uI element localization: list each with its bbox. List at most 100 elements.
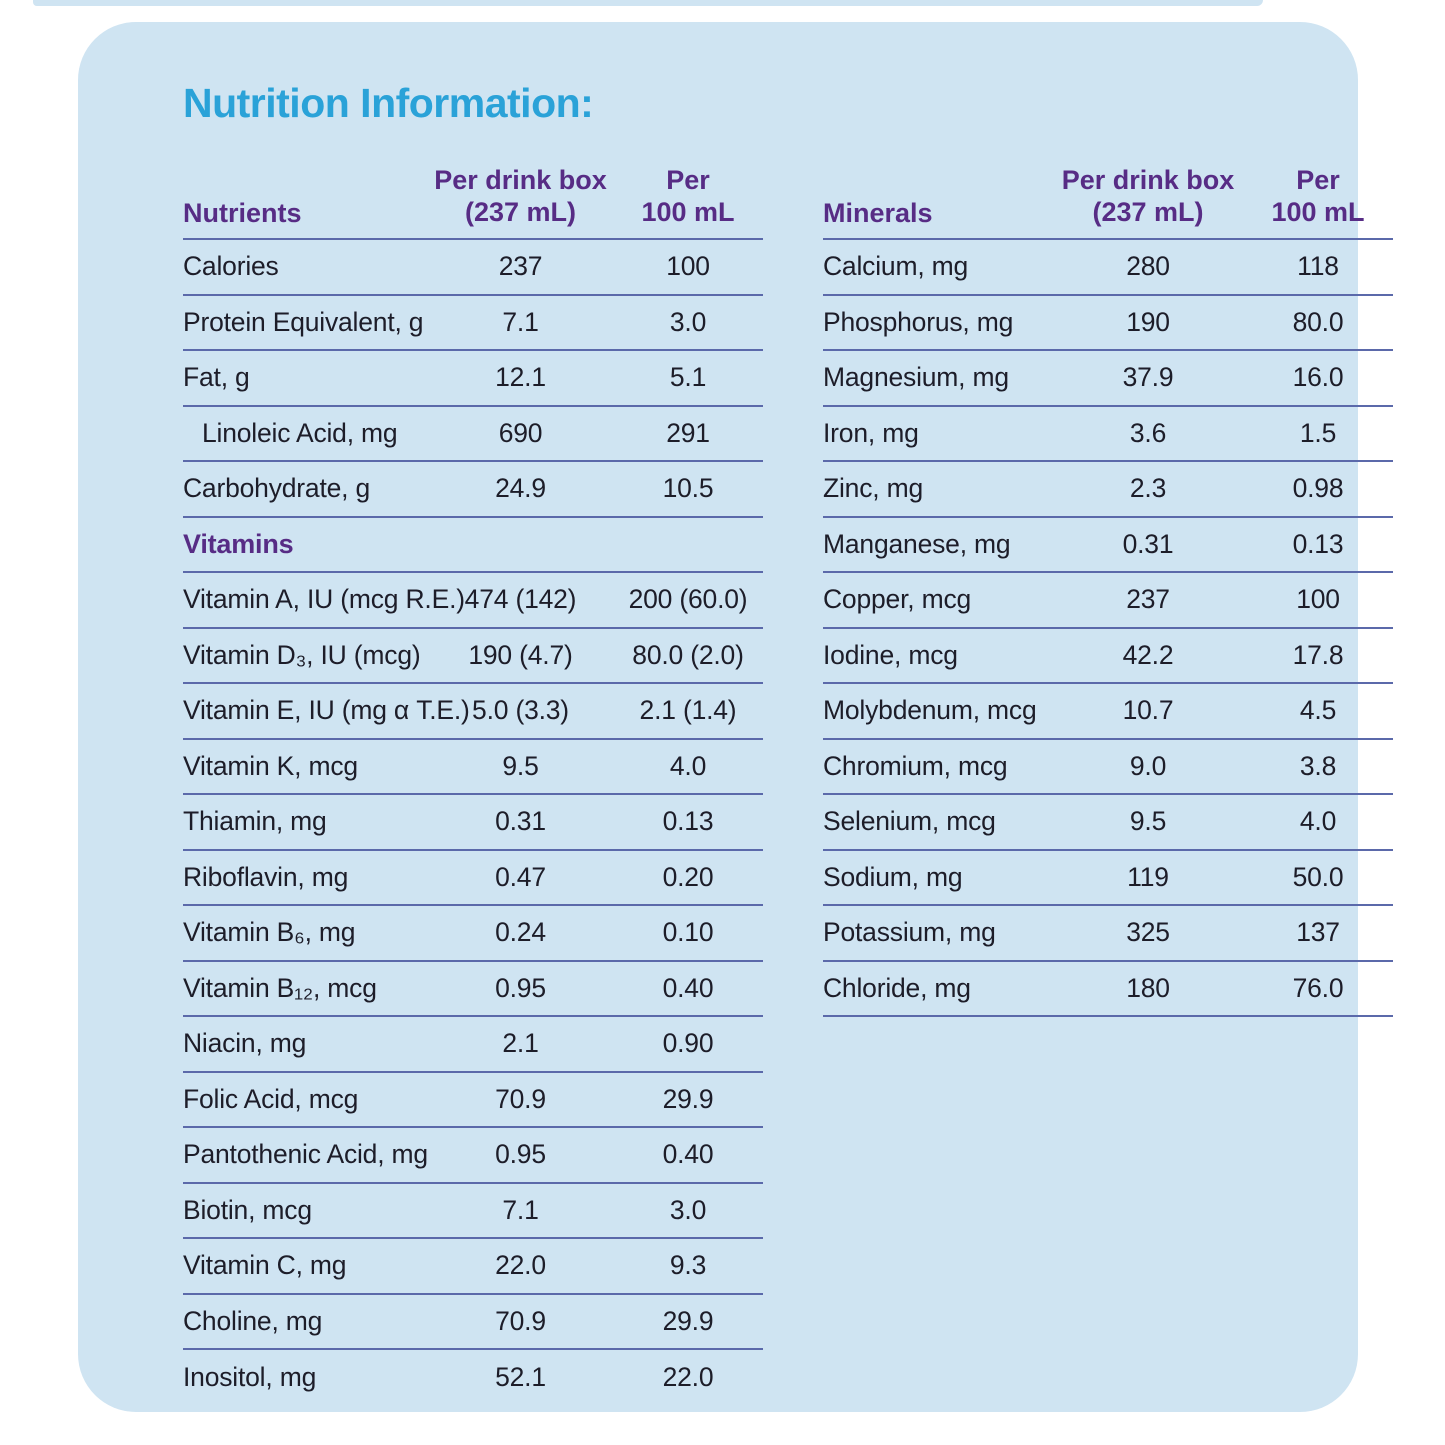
row-label: Chloride, mg xyxy=(823,972,971,1003)
minerals-table-body: Calcium, mg 280 118 Phosphorus, mg 190 80.0 Ma… xyxy=(823,240,1393,1017)
per-drink-box-value: 180 xyxy=(1126,972,1170,1003)
per-100ml-value: 16.0 xyxy=(1292,362,1344,393)
per-drink-box-value: 474 (142) xyxy=(464,584,577,615)
per-drink-box-value: 3.6 xyxy=(1129,417,1167,448)
per-drink-box-value: 237 xyxy=(1126,584,1170,615)
per-100ml-value: 29.9 xyxy=(662,1083,714,1114)
table-row: Fat, g 12.1 5.1 xyxy=(183,351,763,407)
table-row: Phosphorus, mg 190 80.0 xyxy=(823,296,1393,351)
row-label: Potassium, mg xyxy=(823,917,996,948)
table-row: Molybdenum, mcg 10.7 4.5 xyxy=(823,684,1393,740)
per-drink-box-value: 12.1 xyxy=(495,362,546,393)
column-header-per-100ml: Per 100 mL xyxy=(1271,165,1365,228)
column-header-per-100ml: Per 100 mL xyxy=(641,165,735,228)
per-100ml-value: 80.0 xyxy=(1292,306,1344,337)
table-row: Riboflavin, mg 0.47 0.20 xyxy=(183,851,763,906)
per-drink-box-value: 325 xyxy=(1126,917,1170,948)
row-label: Thiamin, mg xyxy=(183,806,327,837)
per-100ml-value: 0.10 xyxy=(662,917,714,948)
per-100ml-value: 291 xyxy=(666,417,710,448)
table-row: Chloride, mg 180 76.0 xyxy=(823,962,1393,1017)
per-drink-box-value: 0.31 xyxy=(495,806,546,837)
table-row: Vitamin D₃, IU (mcg) 190 (4.7) 80.0 (2.0) xyxy=(183,629,763,684)
table-row: Vitamin C, mg 22.0 9.3 xyxy=(183,1239,763,1295)
per-drink-box-value: 24.9 xyxy=(495,473,546,504)
row-label: Fat, g xyxy=(183,362,250,393)
per-100ml-value: 1.5 xyxy=(1299,417,1337,448)
per-drink-box-value: 190 xyxy=(1126,306,1170,337)
minerals-table-header: Minerals Per drink box (237 mL) Per 100 … xyxy=(823,162,1393,240)
table-row: Pantothenic Acid, mg 0.95 0.40 xyxy=(183,1128,763,1184)
per-drink-box-value: 2.1 xyxy=(502,1028,539,1059)
table-row: Calcium, mg 280 118 xyxy=(823,240,1393,296)
table-row: Iron, mg 3.6 1.5 xyxy=(823,407,1393,462)
row-label: Chromium, mcg xyxy=(823,750,1008,781)
per-100ml-value: 4.0 xyxy=(1299,806,1337,837)
per-100ml-value: 0.13 xyxy=(1292,528,1344,559)
per-100ml-value: 3.8 xyxy=(1299,750,1337,781)
table-row: Vitamin A, IU (mcg R.E.) 474 (142) 200 (60… xyxy=(183,573,763,629)
per-100ml-value: 100 xyxy=(1296,584,1340,615)
row-label: Phosphorus, mg xyxy=(823,306,1014,337)
table-row: Vitamin E, IU (mg α T.E.) 5.0 (3.3) 2.1 (1… xyxy=(183,684,763,740)
row-label: Vitamin B₁₂, mcg xyxy=(183,972,377,1003)
minerals-table: Minerals Per drink box (237 mL) Per 100 … xyxy=(823,162,1428,1017)
per-drink-box-value: 70.9 xyxy=(495,1083,546,1114)
row-label: Riboflavin, mg xyxy=(183,861,349,892)
row-label: Iodine, mcg xyxy=(823,639,958,670)
table-row: Manganese, mg 0.31 0.13 xyxy=(823,518,1393,573)
table-row: Sodium, mg 119 50.0 xyxy=(823,851,1393,906)
per-100ml-value: 0.98 xyxy=(1292,473,1344,504)
row-label: Sodium, mg xyxy=(823,861,963,892)
column-header-per-drink-box: Per drink box (237 mL) xyxy=(1061,165,1235,228)
per-drink-box-value: 190 (4.7) xyxy=(468,639,573,670)
table-row: Choline, mg 70.9 29.9 xyxy=(183,1295,763,1350)
per-drink-box-value: 0.95 xyxy=(495,1139,546,1170)
column-header-minerals: Minerals xyxy=(823,198,933,228)
per-100ml-value: 80.0 (2.0) xyxy=(632,639,744,670)
per-100ml-value: 29.9 xyxy=(662,1305,714,1336)
per-drink-box-value: 237 xyxy=(498,251,543,282)
per-100ml-value: 3.0 xyxy=(669,1194,707,1225)
row-label: Vitamin E, IU (mg α T.E.) xyxy=(183,695,470,726)
per-drink-box-value: 37.9 xyxy=(1122,362,1174,393)
row-label: Vitamin A, IU (mcg R.E.) xyxy=(183,584,465,615)
row-label: Inositol, mg xyxy=(183,1362,317,1393)
per-drink-box-value: 9.5 xyxy=(502,750,539,781)
per-drink-box-value: 70.9 xyxy=(495,1305,546,1336)
table-row: Zinc, mg 2.3 0.98 xyxy=(823,462,1393,518)
per-drink-box-value: 690 xyxy=(498,417,543,448)
per-100ml-value: 9.3 xyxy=(669,1250,707,1281)
per-drink-box-value: 10.7 xyxy=(1122,695,1174,726)
row-label: Choline, mg xyxy=(183,1305,323,1336)
per-100ml-value: 200 (60.0) xyxy=(628,584,748,615)
per-100ml-value: 0.20 xyxy=(662,861,714,892)
table-row: Folic Acid, mcg 70.9 29.9 xyxy=(183,1073,763,1128)
table-row: Vitamin B₆, mg 0.24 0.10 xyxy=(183,906,763,962)
per-100ml-value: 0.90 xyxy=(662,1028,714,1059)
row-label: Niacin, mg xyxy=(183,1028,307,1059)
table-row: Inositol, mg 52.1 22.0 xyxy=(183,1350,763,1406)
nutrition-information-card: Nutrition Information: Nutrients Per dri… xyxy=(78,22,1393,1412)
per-100ml-value: 0.13 xyxy=(662,806,714,837)
row-label: Zinc, mg xyxy=(823,473,924,504)
nutrients-table: Nutrients Per drink box (237 mL) Per 100… xyxy=(183,162,793,1406)
per-drink-box-value: 0.31 xyxy=(1122,528,1174,559)
previous-card-bottom-edge xyxy=(33,0,1263,6)
nutrients-table-body: Calories 237 100 Protein Equivalent, g 7.1 3.… xyxy=(183,240,763,1406)
column-header-per-drink-box: Per drink box (237 mL) xyxy=(434,165,607,228)
per-drink-box-value: 2.3 xyxy=(1129,473,1167,504)
table-row: Potassium, mg 325 137 xyxy=(823,906,1393,962)
table-row: Biotin, mcg 7.1 3.0 xyxy=(183,1184,763,1239)
row-label: Vitamin D₃, IU (mcg) xyxy=(183,639,421,670)
per-drink-box-value: 0.95 xyxy=(495,972,546,1003)
row-label: Calcium, mg xyxy=(823,251,969,282)
row-label: Folic Acid, mcg xyxy=(183,1083,359,1114)
per-100ml-value: 4.0 xyxy=(669,750,707,781)
row-label: Vitamin B₆, mg xyxy=(183,917,356,948)
per-100ml-value: 2.1 (1.4) xyxy=(639,695,737,726)
table-row: Carbohydrate, g 24.9 10.5 xyxy=(183,462,763,518)
row-label: Pantothenic Acid, mg xyxy=(183,1139,428,1170)
row-label: Molybdenum, mcg xyxy=(823,695,1037,726)
